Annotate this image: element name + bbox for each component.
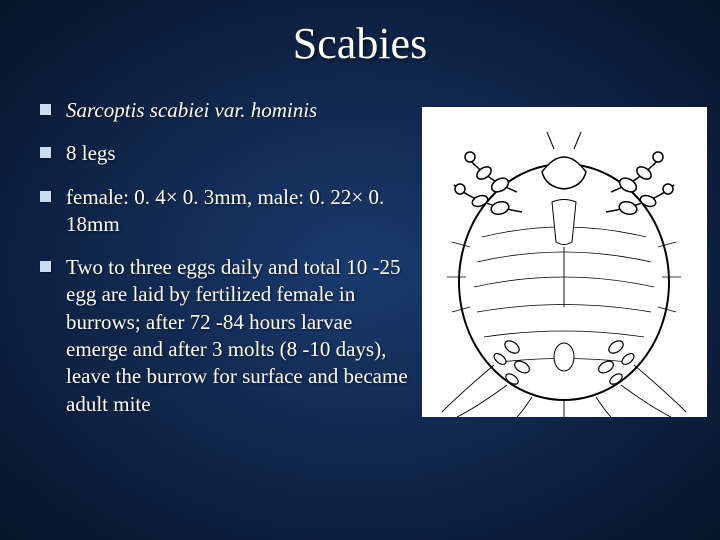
- bullet-text: Sarcoptis scabiei var. hominis: [66, 98, 317, 122]
- content-row: Sarcoptis scabiei var. hominis 8 legs fe…: [40, 97, 680, 434]
- bullet-text: 8 legs: [66, 141, 116, 165]
- list-item: female: 0. 4× 0. 3mm, male: 0. 22× 0. 18…: [40, 184, 410, 239]
- list-item: 8 legs: [40, 140, 410, 167]
- image-column: [422, 97, 707, 434]
- mite-icon: [422, 107, 707, 417]
- slide: Scabies Sarcoptis scabiei var. hominis 8…: [0, 0, 720, 540]
- list-item: Two to three eggs daily and total 10 -25…: [40, 254, 410, 418]
- bullet-text: Two to three eggs daily and total 10 -25…: [66, 255, 408, 415]
- page-title: Scabies: [40, 18, 680, 69]
- mite-illustration: [422, 107, 707, 417]
- bullet-text: female: 0. 4× 0. 3mm, male: 0. 22× 0. 18…: [66, 185, 384, 236]
- list-item: Sarcoptis scabiei var. hominis: [40, 97, 410, 124]
- text-column: Sarcoptis scabiei var. hominis 8 legs fe…: [40, 97, 410, 434]
- bullet-list: Sarcoptis scabiei var. hominis 8 legs fe…: [40, 97, 410, 418]
